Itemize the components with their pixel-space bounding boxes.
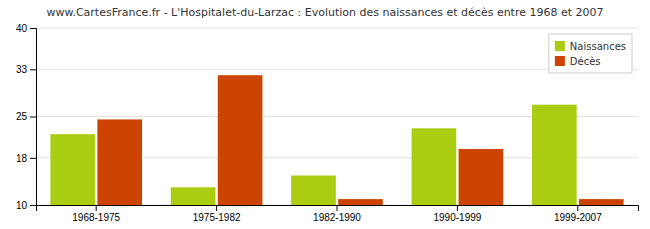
tick-mark — [577, 205, 578, 211]
bar — [97, 119, 142, 205]
bar — [459, 149, 504, 205]
tick: 33 — [16, 64, 36, 75]
bar — [291, 176, 336, 206]
tick-mark — [216, 205, 217, 211]
tick: 40 — [16, 23, 36, 34]
tick-label: 18 — [16, 153, 28, 164]
tick-label: 1968-1975 — [72, 212, 120, 223]
bar — [532, 105, 577, 205]
y-axis: 10 18 25 33 40 — [16, 23, 37, 211]
tick-mark — [30, 28, 36, 29]
legend-frame — [549, 34, 632, 73]
tick-label: 10 — [16, 200, 28, 211]
tick: 1975-1982 — [193, 205, 241, 223]
axis-line — [37, 206, 639, 212]
tick-label: 40 — [16, 23, 28, 34]
bars — [50, 75, 623, 205]
title: www.CartesFrance.fr - L'Hospitalet-du-La… — [46, 6, 603, 19]
tick-mark — [96, 205, 97, 211]
tick-mark — [30, 117, 36, 118]
legend-label: Naissances — [570, 41, 626, 52]
tick-label: 1990-1999 — [433, 212, 481, 223]
tick-mark — [337, 205, 338, 211]
tick: 1982-1990 — [313, 205, 361, 223]
bar-series — [97, 75, 623, 205]
x-axis: 1968-1975 1975-1982 1982-1990 1990-1999 1999… — [37, 205, 639, 223]
tick-mark — [457, 205, 458, 211]
plot: 10 18 25 33 40 1968-1975 1975-1982 1982-1990 199… — [16, 23, 639, 229]
legend-swatch — [555, 56, 565, 66]
bar — [50, 134, 95, 205]
axis-line — [30, 29, 37, 206]
legend-item: Décès — [555, 56, 601, 67]
tick-label: 25 — [16, 111, 28, 122]
tick: 1990-1999 — [433, 205, 481, 223]
grid-line — [36, 69, 638, 70]
legend: Naissances Décès — [549, 34, 632, 73]
tick: 1968-1975 — [72, 205, 120, 223]
bar-series — [50, 105, 576, 205]
chart: www.CartesFrance.fr - L'Hospitalet-du-La… — [0, 0, 650, 229]
tick-label: 1975-1982 — [193, 212, 241, 223]
tick: 25 — [16, 111, 36, 122]
bar — [412, 128, 457, 205]
bar — [579, 199, 624, 205]
tick: 10 — [16, 200, 36, 211]
tick-mark — [30, 158, 36, 159]
tick-label: 33 — [16, 64, 28, 75]
legend-swatch — [555, 41, 565, 51]
legend-item: Naissances — [555, 41, 626, 52]
tick-label: 1999-2007 — [554, 212, 602, 223]
tick: 18 — [16, 153, 36, 164]
bar — [218, 75, 263, 205]
tick-mark — [30, 205, 36, 206]
tick-mark — [30, 69, 36, 70]
tick: 1999-2007 — [554, 205, 602, 223]
grid-line — [36, 28, 638, 29]
legend-label: Décès — [570, 56, 601, 67]
bar — [338, 199, 383, 205]
bar — [171, 187, 216, 205]
tick-label: 1982-1990 — [313, 212, 361, 223]
